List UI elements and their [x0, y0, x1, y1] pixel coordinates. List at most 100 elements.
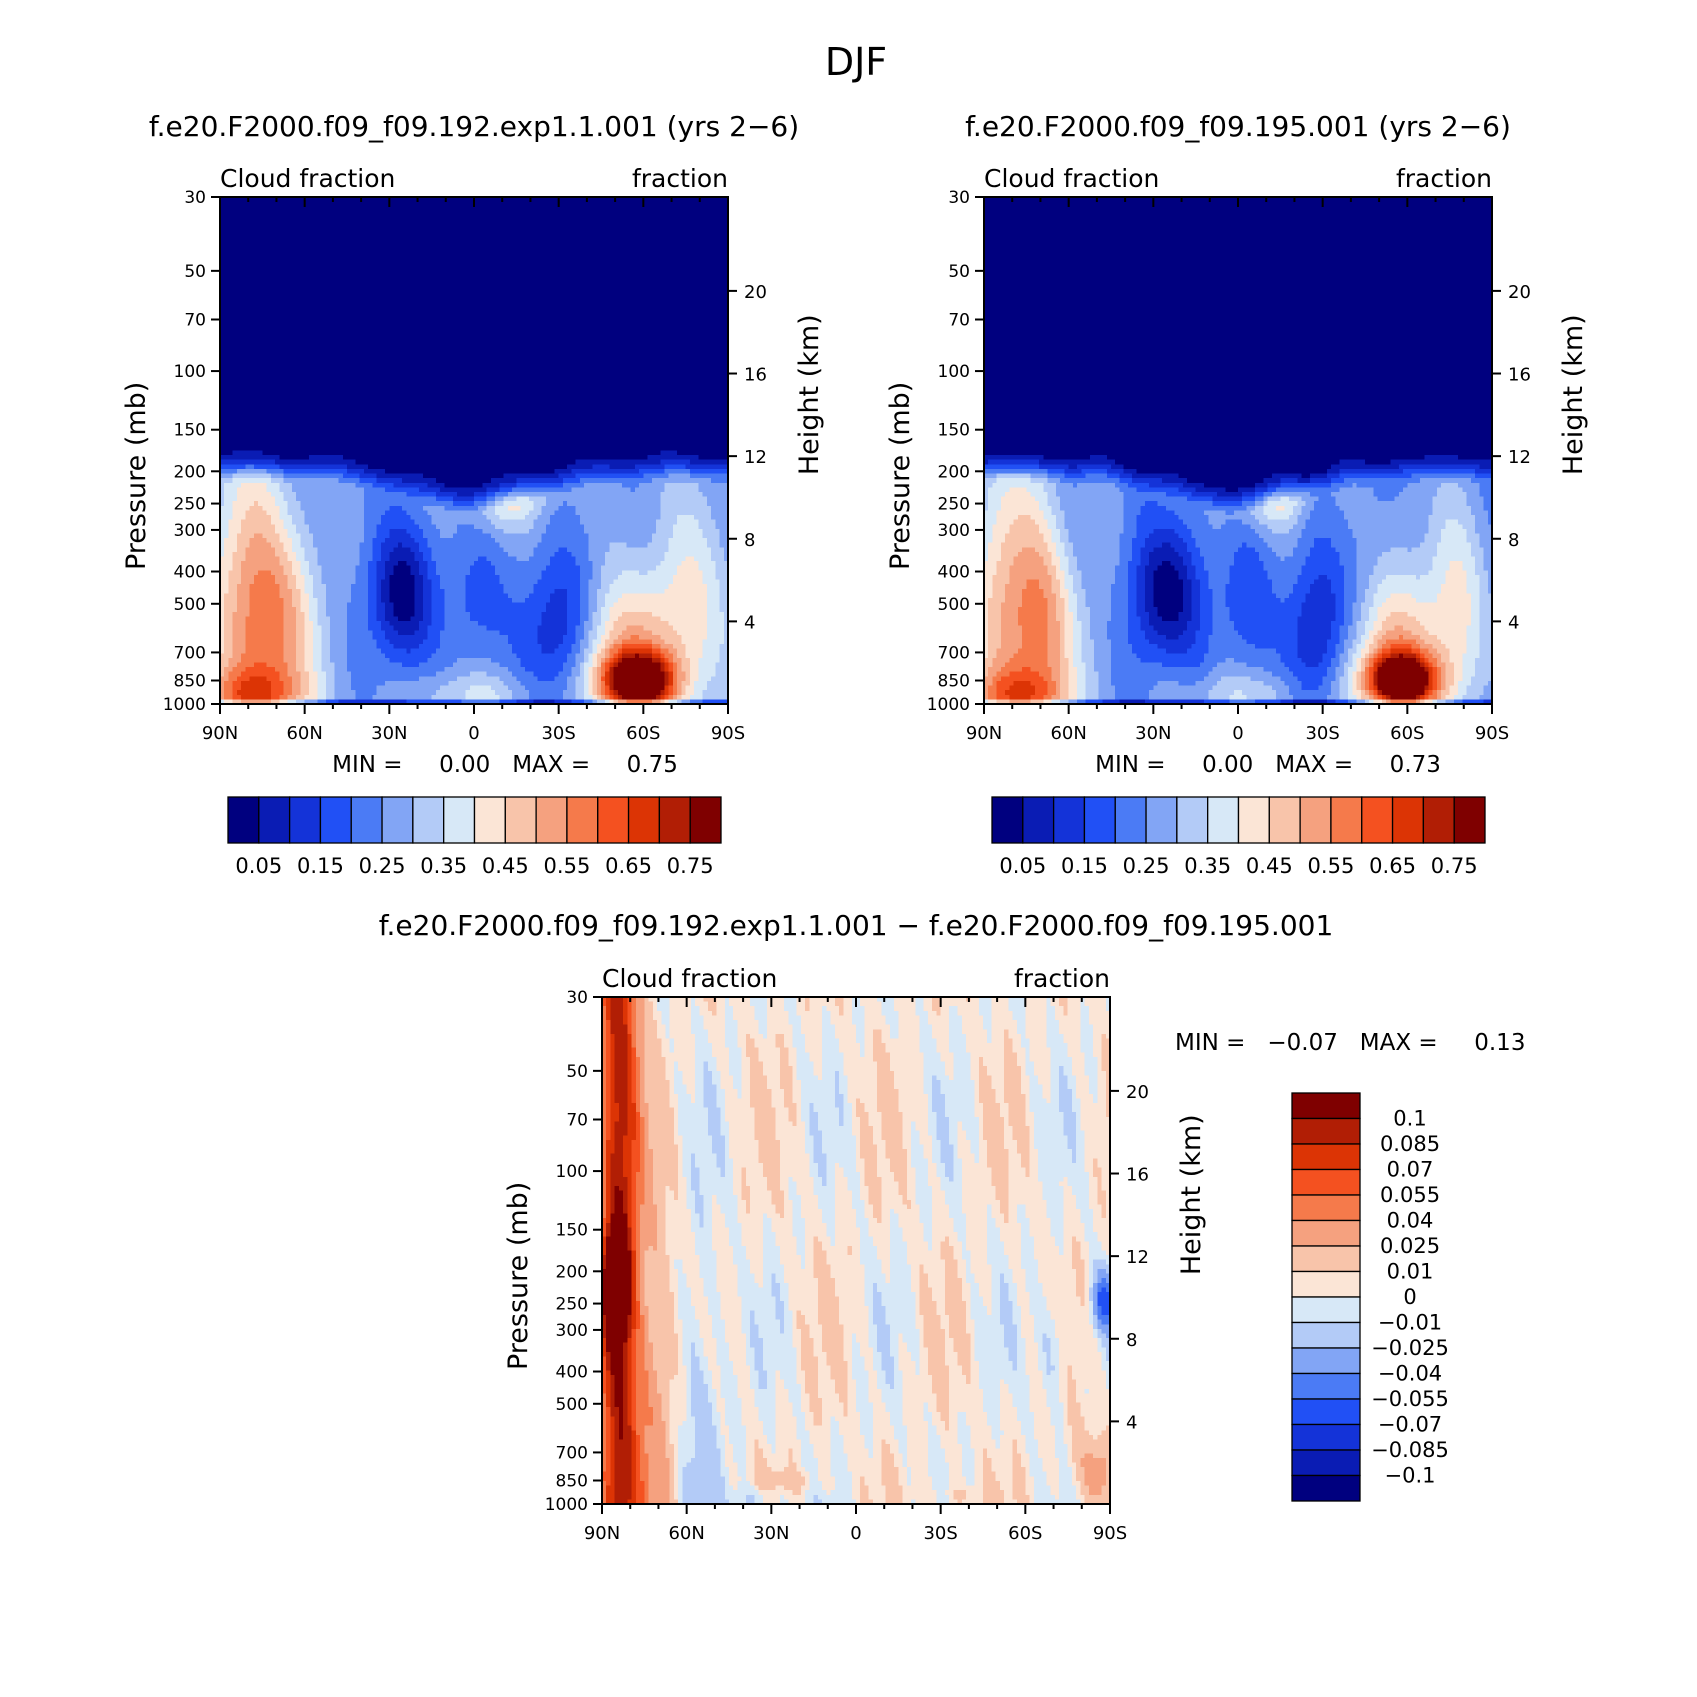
min-max-text: MIN = 0.00 MAX = 0.75 [332, 752, 678, 778]
colorbar-label: 0.45 [482, 854, 529, 878]
y-right-tick-label: 8 [744, 530, 755, 551]
y-tick-label: 700 [556, 1443, 588, 1463]
right-string: fraction [1014, 964, 1110, 993]
y-tick-label: 50 [948, 262, 970, 282]
x-tick-label: 60N [286, 723, 322, 744]
y-right-tick-label: 20 [744, 282, 767, 303]
y-tick-label: 50 [566, 1062, 588, 1082]
y-right-tick-label: 16 [1508, 365, 1531, 386]
colorbar-label: −0.1 [1385, 1464, 1436, 1488]
x-tick-label: 30N [753, 1523, 789, 1544]
x-tick-label: 60S [1008, 1523, 1042, 1544]
colorbar-swatch [1291, 1219, 1361, 1247]
colorbar-label: −0.085 [1371, 1438, 1449, 1462]
colorbar-swatch [566, 796, 599, 844]
y-tick-label: 500 [556, 1395, 588, 1415]
min-max-text: MIN = −0.07 MAX = 0.13 [1175, 1030, 1525, 1056]
y-tick-label: 30 [948, 188, 970, 208]
y-right-tick-label: 20 [1126, 1082, 1149, 1103]
colorbar-label: 0.15 [297, 854, 344, 878]
x-tick-label: 30N [371, 723, 407, 744]
colorbar-swatch [1207, 796, 1240, 844]
colorbar-swatch [1453, 796, 1486, 844]
left-string: Cloud fraction [602, 964, 777, 993]
colorbar-label: 0.45 [1246, 854, 1293, 878]
colorbar-label: 0.07 [1387, 1158, 1434, 1182]
x-tick-label: 90N [584, 1523, 620, 1544]
colorbar-label: 0.01 [1387, 1260, 1434, 1284]
colorbar-swatch [1022, 796, 1055, 844]
colorbar-swatch [381, 796, 414, 844]
x-tick-label: 60S [626, 723, 660, 744]
y-tick-label: 1000 [927, 695, 970, 715]
y-tick-label: 300 [174, 521, 206, 541]
y-right-tick-label: 12 [1126, 1247, 1149, 1268]
y-right-axis-label: Height (km) [1176, 1114, 1207, 1275]
y-right-tick-label: 20 [1508, 282, 1531, 303]
colorbar-swatch [350, 796, 383, 844]
y-tick-label: 1000 [163, 695, 206, 715]
right-string: fraction [1396, 164, 1492, 193]
colorbar-label: 0.1 [1393, 1107, 1426, 1131]
colorbar: 0.05 0.15 0.25 0.35 0.45 0.55 0.65 0.75 [227, 796, 722, 878]
colorbar-swatch [319, 796, 352, 844]
x-tick-label: 90S [711, 723, 745, 744]
colorbar-label: −0.025 [1371, 1336, 1449, 1360]
x-tick-label: 0 [468, 723, 479, 744]
y-right-tick-label: 8 [1126, 1330, 1137, 1351]
colorbar-swatch [1291, 1347, 1361, 1375]
y-right-tick-label: 4 [1126, 1412, 1137, 1433]
x-tick-label: 60N [1050, 723, 1086, 744]
colorbar-swatch [258, 796, 291, 844]
x-tick-label: 60N [668, 1523, 704, 1544]
y-right-tick-label: 12 [744, 447, 767, 468]
chart-panel-1: f.e20.F2000.f09_f09.192.exp1.1.001 (yrs … [121, 110, 825, 878]
contour-fill [220, 197, 729, 705]
y-right-tick-label: 16 [1126, 1165, 1149, 1186]
colorbar-swatch [1291, 1092, 1361, 1120]
colorbar-swatch [1291, 1194, 1361, 1222]
right-string: fraction [632, 164, 728, 193]
y-tick-label: 70 [948, 311, 970, 331]
panel-title: f.e20.F2000.f09_f09.192.exp1.1.001 (yrs … [149, 110, 799, 143]
colorbar-swatch [1291, 1143, 1361, 1171]
y-tick-label: 250 [938, 495, 970, 515]
colorbar-swatch [1291, 1321, 1361, 1349]
colorbar-swatch [1291, 1398, 1361, 1426]
page-title: DJF [825, 40, 887, 84]
colorbar-label: 0.65 [1369, 854, 1416, 878]
y-tick-label: 100 [938, 362, 970, 382]
y-tick-label: 300 [938, 521, 970, 541]
colorbar-swatch [443, 796, 476, 844]
x-tick-label: 90S [1093, 1523, 1127, 1544]
y-tick-label: 150 [938, 421, 970, 441]
colorbar-swatch [1114, 796, 1147, 844]
y-tick-label: 200 [556, 1262, 588, 1282]
colorbar-swatch [1268, 796, 1301, 844]
x-tick-label: 30S [923, 1523, 957, 1544]
colorbar-label: 0.04 [1387, 1209, 1434, 1233]
y-tick-label: 850 [938, 672, 970, 692]
colorbar-swatch [1291, 1474, 1361, 1502]
colorbar-swatch [1361, 796, 1394, 844]
x-tick-label: 0 [1232, 723, 1243, 744]
colorbar-swatch [1052, 796, 1086, 844]
y-tick-label: 250 [556, 1295, 588, 1315]
colorbar-label: 0.025 [1380, 1234, 1440, 1258]
colorbar-swatch [1291, 1449, 1361, 1477]
y-tick-label: 100 [556, 1162, 588, 1182]
y-axis-label: Pressure (mb) [885, 382, 916, 570]
chart-panel-3: f.e20.F2000.f09_f09.192.exp1.1.001 − f.e… [379, 909, 1526, 1544]
y-right-axis-label: Height (km) [794, 314, 825, 475]
x-tick-label: 90N [966, 723, 1002, 744]
colorbar-label: −0.055 [1371, 1387, 1449, 1411]
colorbar-label: 0.55 [1308, 854, 1355, 878]
colorbar-label: 0.055 [1380, 1183, 1440, 1207]
y-tick-label: 70 [184, 311, 206, 331]
colorbar-label: 0.35 [420, 854, 467, 878]
panel-title: f.e20.F2000.f09_f09.192.exp1.1.001 − f.e… [379, 909, 1334, 942]
colorbar-swatch [991, 796, 1024, 844]
colorbar: 0.10.0850.070.0550.040.0250.010−0.01−0.0… [1291, 1092, 1449, 1502]
colorbar-label: −0.07 [1378, 1413, 1442, 1437]
